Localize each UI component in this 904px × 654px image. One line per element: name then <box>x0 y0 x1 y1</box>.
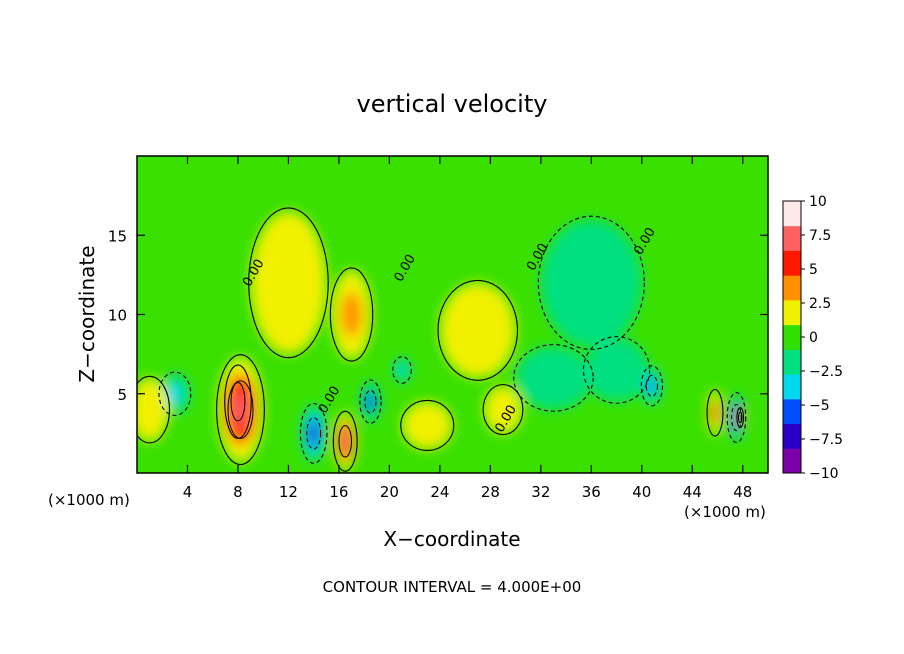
contour-line <box>437 279 519 381</box>
contour-line <box>230 381 246 422</box>
colorbar-band <box>783 374 801 400</box>
contour-line <box>248 207 329 359</box>
contour-line <box>537 215 645 350</box>
contour-line <box>306 417 322 450</box>
field-cell <box>739 415 742 420</box>
contour-interval-note: CONTOUR INTERVAL = 4.000E+00 <box>323 578 582 596</box>
colorbar-band <box>783 225 801 251</box>
contour-line <box>227 380 254 439</box>
chart-title: vertical velocity <box>357 90 548 118</box>
colorbar-tick-label: −10 <box>809 466 839 482</box>
field-cell <box>711 401 719 424</box>
contour-line <box>738 411 743 424</box>
x-tick-label: 24 <box>430 483 449 501</box>
colorbar-tick-label: 0 <box>809 330 818 346</box>
x-unit-left: (×1000 m) <box>48 491 130 509</box>
contour-line <box>645 374 658 397</box>
contour-line <box>299 402 328 464</box>
field-cells <box>137 211 746 470</box>
field-cell <box>585 338 649 402</box>
colorbar-band <box>783 201 801 227</box>
x-tick-label: 36 <box>582 483 601 501</box>
field-cell <box>402 401 453 450</box>
colorbar-tick-label: −7.5 <box>809 432 843 448</box>
y-tick-label: 10 <box>108 307 127 325</box>
field-cell <box>540 219 642 347</box>
y-axis-ticks: 5 10 15 <box>108 227 768 404</box>
contour-line <box>482 384 524 436</box>
y-axis-label: Z−coordinate <box>75 245 99 382</box>
field-cell <box>310 426 317 441</box>
contour-line <box>158 371 192 416</box>
colorbar-band <box>783 250 801 276</box>
contour-line <box>706 388 724 437</box>
x-axis-label: X−coordinate <box>383 527 520 551</box>
x-axis-ticks: 4 8 12 16 20 24 28 32 36 40 44 48 <box>183 156 752 501</box>
x-tick-label: 8 <box>233 483 243 501</box>
x-tick-label: 12 <box>279 483 298 501</box>
field-cell <box>167 383 183 405</box>
colorbar-tick-label: −2.5 <box>809 364 843 380</box>
contour-line <box>364 389 377 414</box>
contour-line <box>329 267 374 362</box>
colorbar-band <box>783 324 801 350</box>
contour-line <box>137 375 171 444</box>
contour-lines <box>137 207 747 472</box>
colorbar-tick-label: 5 <box>809 262 818 278</box>
y-tick-label: 5 <box>117 386 127 404</box>
colorbar-band <box>783 398 801 425</box>
colorbar-band <box>783 349 801 375</box>
field-cell <box>648 379 656 393</box>
plot-area: 0.000.000.000.000.00 0.00 4 8 12 16 20 24 28 32 3… <box>108 155 769 501</box>
field-cell <box>515 346 592 410</box>
colorbar-band <box>783 423 801 449</box>
x-tick-label: 48 <box>733 483 752 501</box>
contour-line <box>726 392 747 444</box>
colorbar-tick-label: −5 <box>809 398 830 414</box>
field-cell <box>341 292 362 337</box>
colorbar-band <box>783 299 801 326</box>
contour-line <box>736 406 745 429</box>
contour-line <box>400 399 455 451</box>
contour-line <box>392 356 412 384</box>
colorbar-tick-label: 7.5 <box>809 228 831 244</box>
contour-line <box>359 379 382 424</box>
contour-line <box>640 365 664 407</box>
colorbar: 10 7.5 5 2.5 0 −2.5 −5 −7.5 −10 <box>782 194 843 482</box>
colorbar-band <box>783 275 801 301</box>
contour-line <box>216 354 265 466</box>
x-unit-right: (×1000 m) <box>684 503 766 521</box>
contour-line <box>338 425 352 458</box>
field-cell <box>232 392 249 428</box>
colorbar-bands <box>783 201 801 474</box>
colorbar-tick-label: 2.5 <box>809 296 831 312</box>
contour-line <box>513 344 594 412</box>
x-tick-label: 44 <box>683 483 702 501</box>
x-tick-label: 16 <box>329 483 348 501</box>
field-cell <box>484 385 522 434</box>
field-cell <box>397 363 407 377</box>
colorbar-labels: 10 7.5 5 2.5 0 −2.5 −5 −7.5 −10 <box>801 194 843 482</box>
contour-line <box>731 403 742 432</box>
x-tick-label: 40 <box>632 483 651 501</box>
contour-line <box>332 410 358 472</box>
x-tick-label: 32 <box>531 483 550 501</box>
y-tick-label: 15 <box>108 227 127 245</box>
field-cell <box>439 282 516 378</box>
field-cell <box>341 431 350 451</box>
contour-line <box>582 336 651 404</box>
field-cell <box>250 211 327 355</box>
colorbar-band <box>783 448 801 474</box>
x-tick-label: 28 <box>481 483 500 501</box>
x-tick-label: 20 <box>380 483 399 501</box>
x-tick-label: 4 <box>183 483 193 501</box>
colorbar-tick-label: 10 <box>809 194 827 210</box>
field-cell <box>365 391 376 412</box>
